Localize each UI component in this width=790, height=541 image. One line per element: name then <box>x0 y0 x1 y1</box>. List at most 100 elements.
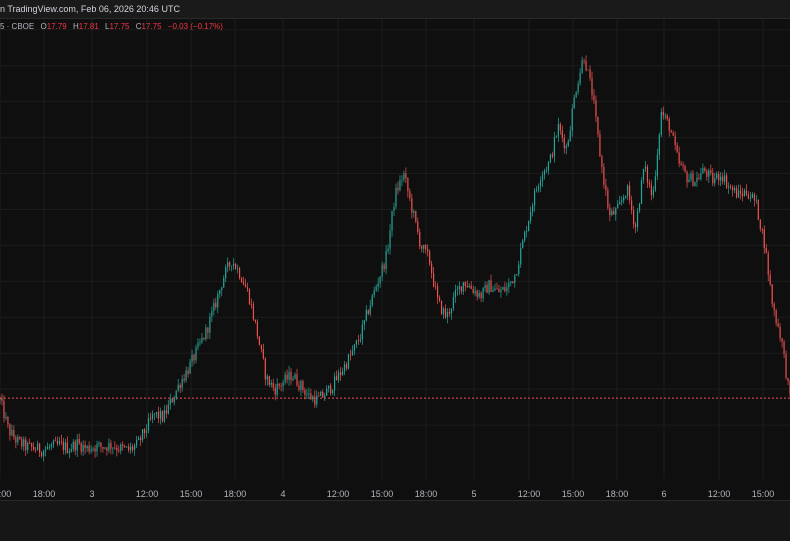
candle-body <box>312 396 314 400</box>
candle-body <box>613 211 615 215</box>
candle-body <box>252 304 255 320</box>
candle-body <box>17 437 19 443</box>
candle-body <box>506 287 508 292</box>
candle-body <box>66 442 68 454</box>
candle-body <box>646 166 649 183</box>
candle-body <box>553 137 555 157</box>
candle-body <box>155 412 158 414</box>
candle-body <box>29 443 31 444</box>
candle-body <box>221 287 223 290</box>
candle-body <box>549 154 552 163</box>
candle-body <box>282 382 284 387</box>
candle-body <box>351 350 354 356</box>
candle-body <box>300 381 302 390</box>
candle-body <box>417 221 419 232</box>
candle-body <box>236 268 239 270</box>
candle-body <box>680 163 682 165</box>
candle-body <box>401 179 403 181</box>
candle-body <box>623 197 625 201</box>
candle-body <box>244 284 247 288</box>
candle-body <box>375 286 377 291</box>
candle-body <box>533 190 536 206</box>
x-tick-label: 00:00 <box>0 489 11 499</box>
candle-body <box>478 293 480 297</box>
candle-body <box>353 344 356 351</box>
candle-body <box>126 446 128 448</box>
candle-body <box>642 168 645 181</box>
candle-body <box>74 441 76 451</box>
candle-body <box>223 277 225 288</box>
candle-body <box>702 167 704 174</box>
candle-body <box>147 418 150 431</box>
candle-body <box>306 393 308 395</box>
candle-body <box>405 173 407 179</box>
candle-body <box>240 278 243 283</box>
price-chart[interactable]: 00:00 18:00 3 12:00 15:00 18:00 4 12:00 15:00 18:… <box>0 19 790 500</box>
candle-body <box>656 154 658 177</box>
candle-body <box>347 354 350 369</box>
candle-body <box>502 287 504 290</box>
candle-body <box>60 441 62 442</box>
candle-body <box>246 287 249 290</box>
candle-body <box>589 69 591 79</box>
candle-body <box>619 201 621 205</box>
candle-body <box>419 231 421 247</box>
candle-body <box>274 387 276 395</box>
candle-body <box>745 190 748 195</box>
candle-body <box>96 444 98 452</box>
x-tick-label: 15:00 <box>180 489 203 499</box>
candle-body <box>456 289 458 291</box>
candle-body <box>387 248 389 251</box>
candle-body <box>494 288 496 291</box>
candle-body <box>415 211 417 222</box>
candle-body <box>137 437 140 440</box>
candle-body <box>672 132 674 136</box>
candle-body <box>58 441 60 444</box>
candle-body <box>318 395 320 397</box>
high-label: H <box>72 22 79 31</box>
candle-body <box>238 268 241 279</box>
candle-body <box>379 276 381 284</box>
candle-body <box>167 404 169 414</box>
candle-body <box>747 194 750 199</box>
candle-body <box>775 310 777 324</box>
candle-body <box>266 376 268 380</box>
candle-body <box>743 190 746 197</box>
candle-body <box>767 253 769 276</box>
candle-body <box>381 264 383 277</box>
candle-body <box>755 199 757 201</box>
candle-body <box>708 170 710 177</box>
candle-body <box>21 438 23 447</box>
candle-body <box>316 395 318 405</box>
candle-body <box>132 446 134 450</box>
candle-body <box>518 264 520 274</box>
candle-body <box>539 180 542 187</box>
chart-area[interactable]: 00:00 18:00 3 12:00 15:00 18:00 4 12:00 15:00 18:… <box>0 19 790 500</box>
candle-body <box>591 78 593 96</box>
candle-body <box>579 72 581 84</box>
candle-body <box>615 208 617 215</box>
candle-body <box>650 184 653 196</box>
candle-body <box>731 187 734 191</box>
candle-body <box>599 134 601 157</box>
candle-body <box>409 191 411 199</box>
header-title: n TradingView.com, Feb 06, 2026 20:46 UT… <box>0 4 180 14</box>
candle-body <box>779 326 781 339</box>
candle-body <box>720 176 722 181</box>
candle-body <box>78 438 80 444</box>
candle-body <box>334 376 336 391</box>
candle-body <box>399 180 401 191</box>
candle-body <box>466 286 468 288</box>
candle-body <box>35 449 37 451</box>
candle-body <box>585 61 587 71</box>
candle-body <box>706 171 708 177</box>
candle-body <box>440 300 443 315</box>
candle-body <box>636 210 639 228</box>
x-tick-label: 18:00 <box>33 489 56 499</box>
candle-body <box>785 353 787 379</box>
candle-body <box>122 444 124 447</box>
candle-body <box>270 382 272 385</box>
candle-body <box>666 115 668 120</box>
candle-body <box>308 393 310 395</box>
candle-body <box>280 385 282 387</box>
